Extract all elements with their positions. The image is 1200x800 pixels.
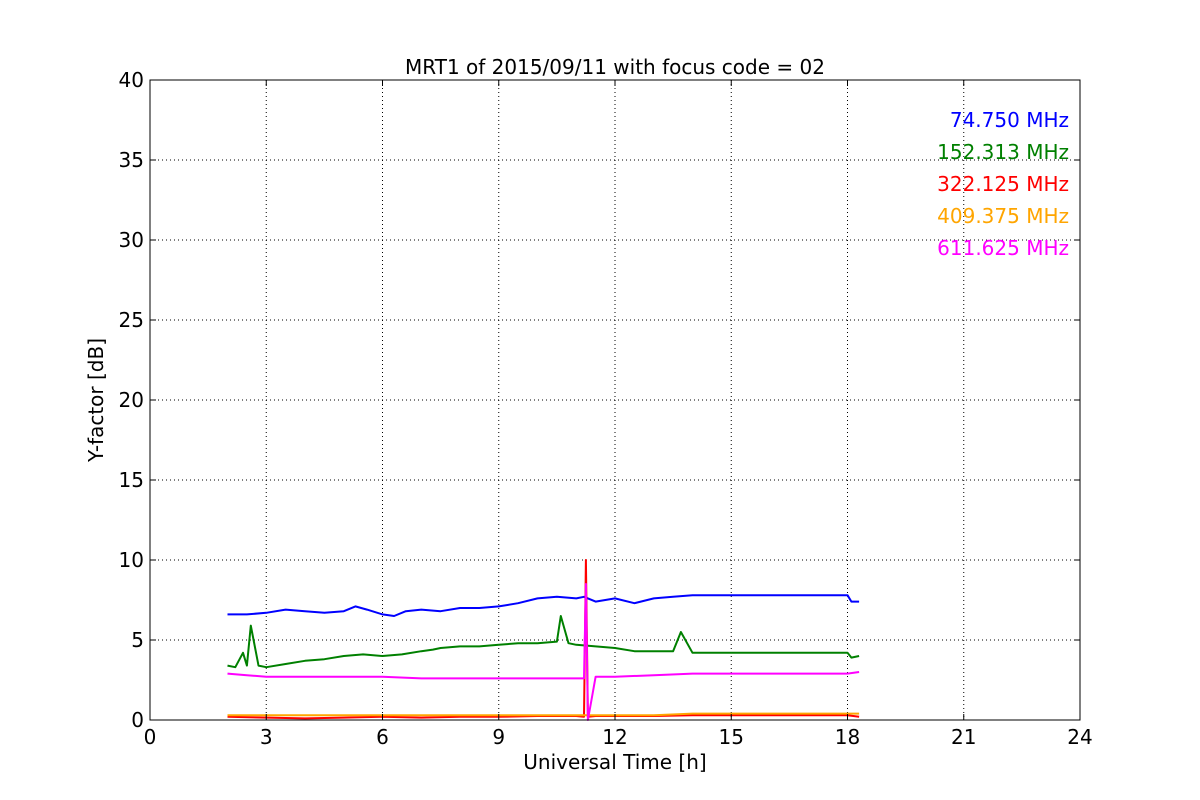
x-tick-label: 18: [835, 725, 860, 749]
y-tick-label: 10: [119, 548, 144, 572]
x-tick-label: 21: [951, 725, 976, 749]
legend-entry: 409.375 MHz: [937, 204, 1069, 228]
y-tick-label: 5: [131, 628, 144, 652]
series-line-611-625-mhz: [227, 583, 860, 721]
y-axis-label: Y-factor [dB]: [84, 338, 108, 463]
legend-entry: 74.750 MHz: [950, 108, 1069, 132]
axis-ticks: 0 3 6 9 12 15 18 21 24 0 5 10 15 20 25 30 35 40: [119, 68, 1093, 749]
legend-entry: 322.125 MHz: [937, 172, 1069, 196]
y-tick-label: 40: [119, 68, 144, 92]
legend: 74.750 MHz 152.313 MHz 322.125 MHz 409.375 …: [937, 108, 1069, 260]
y-tick-label: 20: [119, 388, 144, 412]
series-line-74-750-mhz: [227, 594, 860, 617]
y-tick-label: 25: [119, 308, 144, 332]
x-axis-label: Universal Time [h]: [523, 750, 706, 774]
chart-title: MRT1 of 2015/09/11 with focus code = 02: [405, 55, 825, 79]
x-tick-label: 15: [719, 725, 744, 749]
x-tick-label: 6: [376, 725, 389, 749]
x-tick-label: 3: [260, 725, 273, 749]
legend-entry: 611.625 MHz: [937, 236, 1069, 260]
x-tick-label: 12: [602, 725, 627, 749]
legend-entry: 152.313 MHz: [937, 140, 1069, 164]
y-tick-label: 35: [119, 148, 144, 172]
x-tick-label: 0: [144, 725, 157, 749]
y-tick-label: 0: [131, 708, 144, 732]
series-line-152-313-mhz: [227, 615, 860, 669]
x-tick-label: 24: [1067, 725, 1092, 749]
y-tick-label: 30: [119, 228, 144, 252]
x-tick-label: 9: [492, 725, 505, 749]
y-tick-label: 15: [119, 468, 144, 492]
